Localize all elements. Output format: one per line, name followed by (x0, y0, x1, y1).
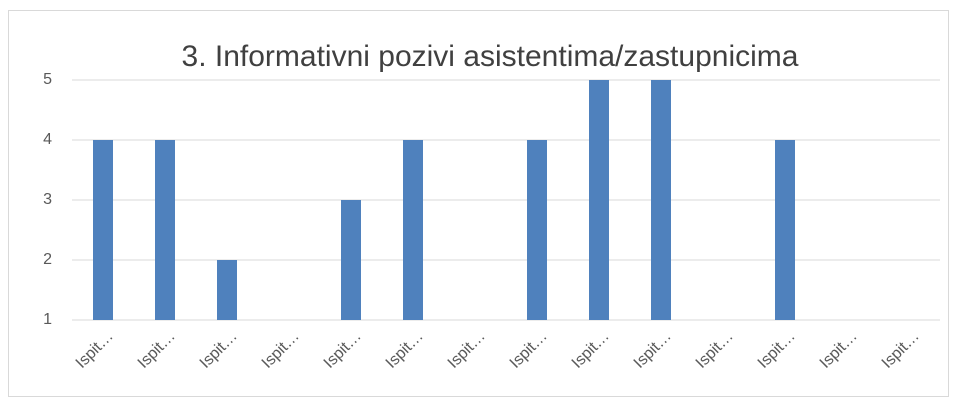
bar (403, 140, 423, 320)
bar (775, 140, 795, 320)
y-tick-label: 4 (43, 131, 52, 148)
y-tick-label: 2 (43, 251, 52, 268)
y-tick-label: 3 (43, 191, 52, 208)
bar (341, 200, 361, 320)
bar (217, 260, 237, 320)
bar (589, 80, 609, 320)
bar (155, 140, 175, 320)
bar (651, 80, 671, 320)
chart-title: 3. Informativni pozivi asistentima/zastu… (182, 40, 799, 73)
y-tick-label: 5 (43, 71, 52, 88)
y-tick-label: 1 (43, 311, 52, 328)
bar (527, 140, 547, 320)
bar (93, 140, 113, 320)
